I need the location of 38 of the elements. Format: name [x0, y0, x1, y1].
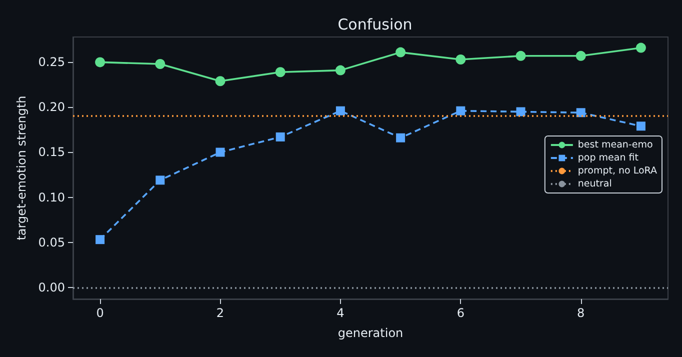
point — [456, 106, 466, 116]
y-tick-label: 0.20 — [38, 100, 65, 114]
point — [576, 50, 586, 61]
point — [275, 67, 286, 78]
y-tick-label: 0.05 — [38, 235, 65, 250]
point — [636, 122, 646, 131]
point — [636, 42, 646, 53]
point — [516, 50, 526, 61]
point — [456, 54, 466, 65]
point — [155, 59, 166, 70]
chart-title: Confusion — [338, 16, 412, 34]
y-tick-label: 0.25 — [38, 55, 65, 70]
point — [516, 107, 526, 116]
x-tick-label: 0 — [96, 306, 104, 320]
point — [335, 65, 346, 76]
legend-label: pop mean fit — [578, 152, 639, 164]
x-tick-label: 8 — [577, 306, 585, 320]
y-tick-label: 0.15 — [38, 145, 65, 160]
y-tick-label: 0.10 — [38, 190, 65, 204]
y-axis-title: target-emotion strength — [14, 96, 28, 240]
legend-label: prompt, no LoRA — [578, 166, 658, 176]
legend-label: neutral — [578, 178, 612, 190]
point — [276, 132, 285, 142]
y-tick-label: 0.00 — [38, 280, 65, 294]
point — [215, 76, 226, 86]
point — [95, 57, 106, 68]
point — [96, 235, 105, 244]
x-tick-label: 2 — [216, 306, 224, 320]
x-axis-title: generation — [338, 326, 404, 340]
point — [396, 133, 406, 142]
legend-label: best mean-emo — [578, 140, 653, 150]
x-tick-label: 6 — [456, 306, 464, 320]
point — [156, 176, 165, 185]
point — [576, 108, 586, 118]
point — [336, 106, 345, 116]
point — [216, 148, 225, 157]
x-tick-label: 4 — [336, 306, 344, 320]
point — [396, 47, 406, 58]
